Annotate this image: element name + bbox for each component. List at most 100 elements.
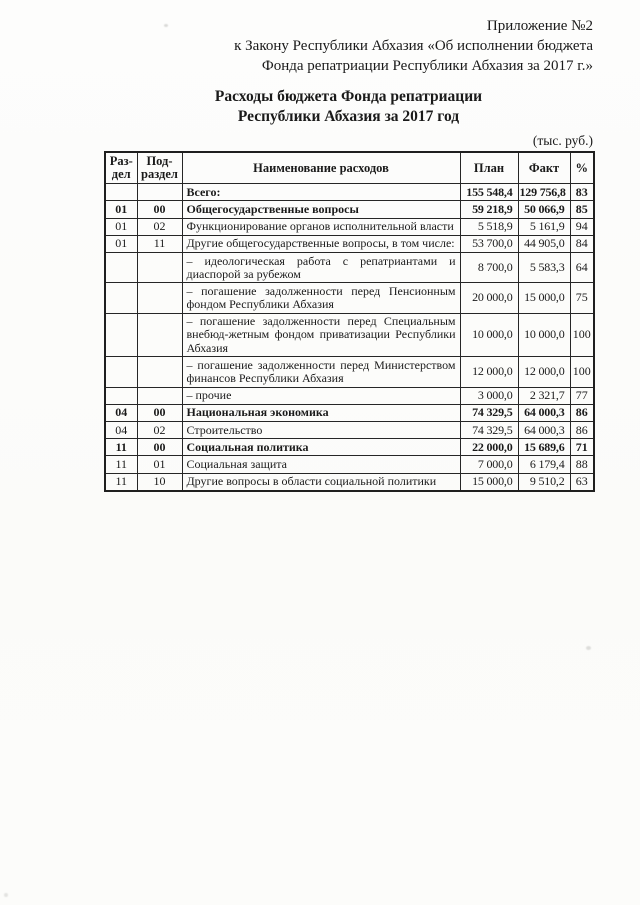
table-row: 04 02 Строительство 74 329,5 64 000,3 86 [104,421,595,440]
cell-fakt: 50 066,9 [517,200,571,219]
cell-name: Строительство [181,421,461,440]
cell-name: – идеологическая работа с репатриантами … [181,251,461,284]
cell-razdel: 01 [104,217,138,236]
cell-fakt: 12 000,0 [517,356,571,388]
cell-name: Другие вопросы в области социальной поли… [181,472,461,492]
table-row: 01 00 Общегосударственные вопросы 59 218,9 5… [104,200,595,219]
cell-percent: 63 [569,472,595,492]
cell-plan: 74 329,5 [459,403,519,423]
cell-plan: 12 000,0 [459,356,519,388]
cell-name: Функционирование органов исполнительной … [181,217,461,236]
cell-plan: 5 518,9 [459,217,519,236]
cell-name: Национальная экономика [181,403,461,423]
cell-fakt: 9 510,2 [517,472,571,492]
cell-fakt: 15 689,6 [517,438,571,457]
column-header-plan: План [459,151,519,185]
column-header-name: Наименование расходов [181,151,461,185]
cell-name: – погашение задолженности перед Специаль… [181,312,461,358]
cell-percent: 100 [569,312,595,358]
cell-name: Социальная защита [181,455,461,474]
cell-plan: 8 700,0 [459,251,519,284]
cell-name: – погашение задолженности перед Министер… [181,356,461,388]
cell-plan: 3 000,0 [459,386,519,405]
column-header-podrazdel: Под- раздел [136,151,183,185]
cell-fakt: 64 000,3 [517,403,571,423]
document-title: Расходы бюджета Фонда репатриации Респуб… [104,87,593,127]
table-row: – погашение задолженности перед Министер… [104,356,595,388]
table-row: – идеологическая работа с репатриантами … [104,251,595,284]
cell-plan: 53 700,0 [459,234,519,254]
cell-percent: 77 [569,386,595,405]
cell-plan: 59 218,9 [459,200,519,219]
cell-razdel [104,251,138,284]
cell-razdel: 04 [104,421,138,440]
cell-percent: 86 [569,403,595,423]
cell-plan: 10 000,0 [459,312,519,358]
cell-name: Всего: [181,183,461,202]
cell-razdel [104,282,138,314]
cell-podrazdel [136,251,183,284]
cell-razdel [104,386,138,405]
cell-percent: 85 [569,200,595,219]
cell-fakt: 44 905,0 [517,234,571,254]
cell-percent: 94 [569,217,595,236]
cell-razdel [104,356,138,388]
cell-podrazdel: 01 [136,455,183,474]
cell-name: Общегосударственные вопросы [181,200,461,219]
annotation-line-3: Фонда репатриации Республики Абхазия за … [261,58,593,74]
cell-percent: 88 [569,455,595,474]
cell-razdel [104,183,138,202]
cell-plan: 7 000,0 [459,455,519,474]
budget-table: Раз- дел Под- раздел Наименование расход… [104,151,595,492]
scan-noise-dot [164,24,168,27]
column-header-percent: % [569,151,595,185]
cell-razdel: 11 [104,455,138,474]
cell-podrazdel: 11 [136,234,183,254]
cell-fakt: 10 000,0 [517,312,571,358]
cell-fakt: 5 161,9 [517,217,571,236]
table-header: Раз- дел Под- раздел Наименование расход… [104,151,595,185]
budget-table-body: Всего: 155 548,4 129 756,8 83 01 00 Общегосуда… [104,183,595,492]
cell-name: Другие общегосударственные вопросы, в то… [181,234,461,254]
cell-percent: 83 [569,183,595,202]
cell-podrazdel: 02 [136,421,183,440]
cell-razdel: 04 [104,403,138,423]
cell-plan: 74 329,5 [459,421,519,440]
cell-fakt: 2 321,7 [517,386,571,405]
cell-podrazdel: 10 [136,472,183,492]
cell-fakt: 64 000,3 [517,421,571,440]
scan-noise-dot [586,646,591,650]
cell-name: Социальная политика [181,438,461,457]
table-row: 04 00 Национальная экономика 74 329,5 64 000… [104,403,595,423]
column-header-fakt: Факт [517,151,571,185]
cell-plan: 22 000,0 [459,438,519,457]
title-line-1: Расходы бюджета Фонда репатриации [214,88,483,105]
table-row: 11 10 Другие вопросы в области социальной … [104,472,595,492]
cell-podrazdel: 02 [136,217,183,236]
cell-razdel [104,312,138,358]
cell-fakt: 129 756,8 [517,183,571,202]
table-row: 11 00 Социальная политика 22 000,0 15 689,6 7… [104,438,595,457]
cell-razdel: 11 [104,472,138,492]
annotation-line-1: Приложение №2 [486,18,593,34]
cell-podrazdel: 00 [136,200,183,219]
cell-name: – погашение задолженности перед Пенсионн… [181,282,461,314]
cell-podrazdel: 00 [136,438,183,457]
cell-percent: 100 [569,356,595,388]
cell-plan: 155 548,4 [459,183,519,202]
table-header-row: Раз- дел Под- раздел Наименование расход… [104,151,595,185]
units-note: (тыс. руб.) [532,133,593,148]
annotation-line-2: к Закону Республики Абхазия «Об исполнен… [234,38,593,54]
cell-podrazdel: 00 [136,403,183,423]
document-content: Приложение №2 к Закону Республики Абхази… [104,16,595,492]
cell-plan: 15 000,0 [459,472,519,492]
cell-razdel: 11 [104,438,138,457]
cell-name: – прочие [181,386,461,405]
cell-razdel: 01 [104,200,138,219]
table-row: – прочие 3 000,0 2 321,7 77 [104,386,595,405]
cell-podrazdel [136,356,183,388]
table-row: – погашение задолженности перед Пенсионн… [104,282,595,314]
scan-noise-dot [4,893,8,897]
cell-podrazdel [136,183,183,202]
